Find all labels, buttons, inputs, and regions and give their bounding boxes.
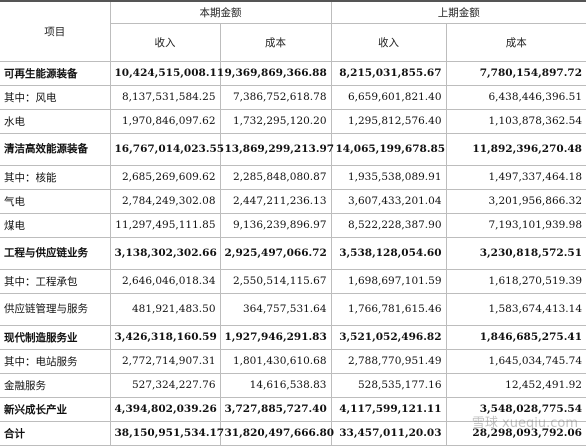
row-label: 合计 <box>0 421 110 446</box>
previous-revenue-cell: 3,607,433,201.04 <box>330 189 446 214</box>
row-label: 其中：风电 <box>0 85 110 110</box>
table-row: 新兴成长产业 4,394,802,039.26 3,727,885,727.40… <box>0 397 586 422</box>
header-current-period: 本期金额 <box>109 1 331 24</box>
row-label: 水电 <box>0 109 110 134</box>
current-cost-cell: 2,550,514,115.67 <box>219 269 331 294</box>
current-cost-cell: 2,925,497,066.72 <box>219 237 331 270</box>
previous-revenue-cell: 8,215,031,855.67 <box>330 61 446 86</box>
table-row: 其中：电站服务 2,772,714,907.31 1,801,430,610.6… <box>0 349 586 374</box>
current-cost-cell: 14,616,538.83 <box>219 373 331 398</box>
previous-revenue-cell: 14,065,199,678.85 <box>330 133 446 166</box>
previous-cost-cell: 12,452,491.92 <box>445 373 586 398</box>
header-current-revenue: 收入 <box>109 23 220 62</box>
header-current-cost: 成本 <box>219 23 331 62</box>
row-label: 工程与供应链业务 <box>0 237 110 270</box>
header-previous-cost: 成本 <box>445 23 586 62</box>
header-row-1: 项目 本期金额 上期金额 <box>0 1 586 62</box>
current-cost-cell: 2,285,848,080.87 <box>219 165 331 190</box>
current-revenue-cell: 16,767,014,023.55 <box>109 133 224 166</box>
table-row: 工程与供应链业务 3,138,302,302.66 2,925,497,066.… <box>0 237 586 270</box>
row-label: 供应链管理与服务 <box>0 293 110 326</box>
current-cost-cell: 1,732,295,120.20 <box>219 109 331 134</box>
previous-revenue-cell: 1,698,697,101.59 <box>330 269 446 294</box>
current-revenue-cell: 2,772,714,907.31 <box>109 349 220 374</box>
table-row: 清洁高效能源装备 16,767,014,023.55 13,869,299,21… <box>0 133 586 166</box>
previous-cost-cell: 7,780,154,897.72 <box>445 61 586 86</box>
previous-cost-cell: 3,201,956,866.32 <box>445 189 586 214</box>
current-cost-cell: 3,727,885,727.40 <box>219 397 331 422</box>
previous-cost-cell: 1,846,685,275.41 <box>445 325 586 350</box>
previous-cost-cell: 1,103,878,362.54 <box>445 109 586 134</box>
current-revenue-cell: 2,784,249,302.08 <box>109 189 220 214</box>
previous-revenue-cell: 1,935,538,089.91 <box>330 165 446 190</box>
table-row: 现代制造服务业 3,426,318,160.59 1,927,946,291.8… <box>0 325 586 350</box>
previous-cost-cell: 1,583,674,413.14 <box>445 293 586 326</box>
previous-revenue-cell: 3,538,128,054.60 <box>330 237 446 270</box>
current-revenue-cell: 481,921,483.50 <box>109 293 220 326</box>
table-row: 气电 2,784,249,302.08 2,447,211,236.13 3,6… <box>0 189 586 214</box>
table-row: 其中：核能 2,685,269,609.62 2,285,848,080.87 … <box>0 165 586 190</box>
current-cost-cell: 31,820,497,666.80 <box>219 421 334 446</box>
header-previous-revenue: 收入 <box>330 23 446 62</box>
table-row: 金融服务 527,324,227.76 14,616,538.83 528,53… <box>0 373 586 398</box>
current-revenue-cell: 38,150,951,534.17 <box>109 421 224 446</box>
current-cost-cell: 1,927,946,291.83 <box>219 325 331 350</box>
previous-cost-cell: 7,193,101,939.98 <box>445 213 586 238</box>
table-row: 可再生能源装备 10,424,515,008.11 9,369,869,366.… <box>0 61 586 86</box>
previous-cost-cell: 1,618,270,519.39 <box>445 269 586 294</box>
current-revenue-cell: 8,137,531,584.25 <box>109 85 220 110</box>
row-label: 其中：核能 <box>0 165 110 190</box>
row-label: 清洁高效能源装备 <box>0 133 110 166</box>
previous-revenue-cell: 1,766,781,615.46 <box>330 293 446 326</box>
previous-revenue-cell: 2,788,770,951.49 <box>330 349 446 374</box>
table-row: 水电 1,970,846,097.62 1,732,295,120.20 1,2… <box>0 109 586 134</box>
previous-revenue-cell: 528,535,177.16 <box>330 373 446 398</box>
row-label: 可再生能源装备 <box>0 61 110 86</box>
current-revenue-cell: 10,424,515,008.11 <box>109 61 224 86</box>
header-item: 项目 <box>0 1 110 62</box>
current-revenue-cell: 4,394,802,039.26 <box>109 397 220 422</box>
current-cost-cell: 1,801,430,610.68 <box>219 349 331 374</box>
row-label: 气电 <box>0 189 110 214</box>
previous-revenue-cell: 3,521,052,496.82 <box>330 325 446 350</box>
watermark: 雪球 xueqiu.com <box>471 416 578 431</box>
current-cost-cell: 13,869,299,213.97 <box>219 133 334 166</box>
row-label: 煤电 <box>0 213 110 238</box>
previous-cost-cell: 1,645,034,745.74 <box>445 349 586 374</box>
previous-revenue-cell: 8,522,228,387.90 <box>330 213 446 238</box>
row-label: 金融服务 <box>0 373 110 398</box>
previous-revenue-cell: 4,117,599,121.11 <box>330 397 446 422</box>
table-row: 供应链管理与服务 481,921,483.50 364,757,531.64 1… <box>0 293 586 326</box>
previous-revenue-cell: 33,457,011,20.03 <box>330 421 446 446</box>
current-cost-cell: 9,136,239,896.97 <box>219 213 331 238</box>
table-row: 其中：工程承包 2,646,046,018.34 2,550,514,115.6… <box>0 269 586 294</box>
table-row: 煤电 11,297,495,111.85 9,136,239,896.97 8,… <box>0 213 586 238</box>
current-revenue-cell: 2,646,046,018.34 <box>109 269 220 294</box>
current-revenue-cell: 1,970,846,097.62 <box>109 109 220 134</box>
current-cost-cell: 9,369,869,366.88 <box>219 61 331 86</box>
row-label: 其中：电站服务 <box>0 349 110 374</box>
row-label: 新兴成长产业 <box>0 397 110 422</box>
current-revenue-cell: 3,138,302,302.66 <box>109 237 220 270</box>
previous-cost-cell: 3,230,818,572.51 <box>445 237 586 270</box>
current-revenue-cell: 11,297,495,111.85 <box>109 213 220 238</box>
current-cost-cell: 2,447,211,236.13 <box>219 189 331 214</box>
previous-cost-cell: 11,892,396,270.48 <box>445 133 586 166</box>
current-cost-cell: 7,386,752,618.78 <box>219 85 331 110</box>
current-revenue-cell: 2,685,269,609.62 <box>109 165 220 190</box>
row-label: 其中：工程承包 <box>0 269 110 294</box>
previous-revenue-cell: 1,295,812,576.40 <box>330 109 446 134</box>
header-row-2: 收入 成本 收入 成本 <box>0 23 586 62</box>
current-cost-cell: 364,757,531.64 <box>219 293 331 326</box>
previous-cost-cell: 6,438,446,396.51 <box>445 85 586 110</box>
row-label: 现代制造服务业 <box>0 325 110 350</box>
table-row: 其中：风电 8,137,531,584.25 7,386,752,618.78 … <box>0 85 586 110</box>
previous-revenue-cell: 6,659,601,821.40 <box>330 85 446 110</box>
header-previous-period: 上期金额 <box>330 1 586 24</box>
previous-cost-cell: 3,548,028,775.54 <box>445 397 586 422</box>
current-revenue-cell: 3,426,318,160.59 <box>109 325 220 350</box>
current-revenue-cell: 527,324,227.76 <box>109 373 220 398</box>
previous-cost-cell: 1,497,337,464.18 <box>445 165 586 190</box>
